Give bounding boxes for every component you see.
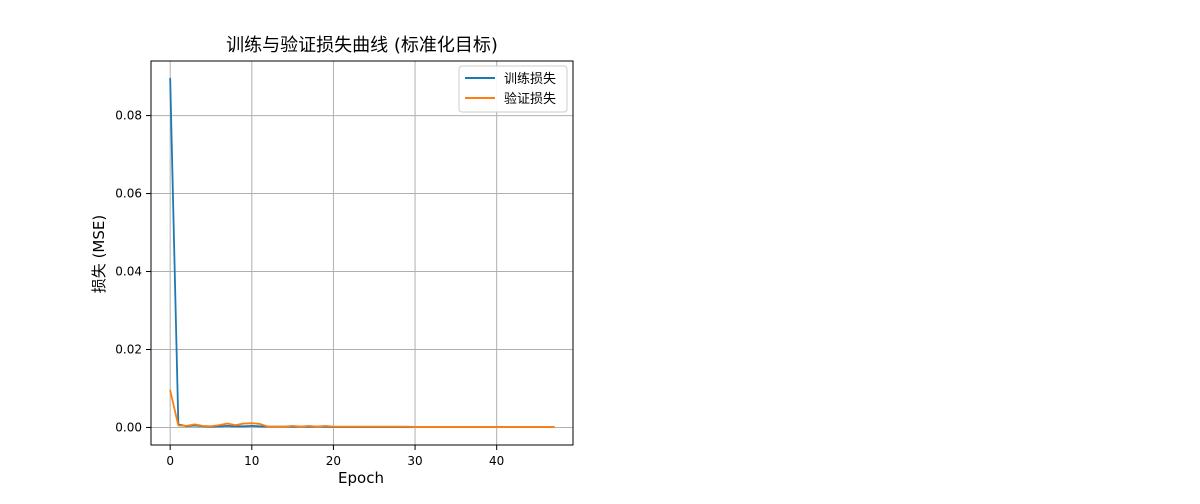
tick-layer: 0 10 20 30 40 0.00 0.02 0.04 0.06 0.08: [115, 109, 504, 468]
legend-label-train: 训练损失: [504, 72, 556, 87]
series-layer: [169, 77, 555, 428]
grid-layer: [151, 61, 573, 445]
x-axis-label: Epoch: [338, 469, 384, 487]
chart-title: 训练与验证损失曲线 (标准化目标): [226, 35, 498, 56]
plot-frame: [150, 60, 574, 446]
y-tick-label: 0.06: [115, 187, 142, 201]
y-tick-label: 0.08: [115, 109, 142, 123]
legend-label-val: 验证损失: [504, 91, 556, 107]
x-tick-label: 40: [489, 454, 504, 468]
x-tick-label: 30: [407, 454, 422, 468]
x-tick-label: 0: [166, 454, 174, 468]
y-tick-label: 0.00: [115, 420, 142, 434]
y-tick-label: 0.04: [115, 265, 142, 279]
x-tick-label: 20: [326, 454, 341, 468]
x-tick-label: 10: [244, 454, 259, 468]
y-tick-label: 0.02: [115, 342, 142, 356]
y-axis-label: 损失 (MSE): [90, 215, 108, 293]
val-loss-line: [169, 389, 555, 428]
legend: 训练损失 验证损失: [458, 65, 568, 113]
